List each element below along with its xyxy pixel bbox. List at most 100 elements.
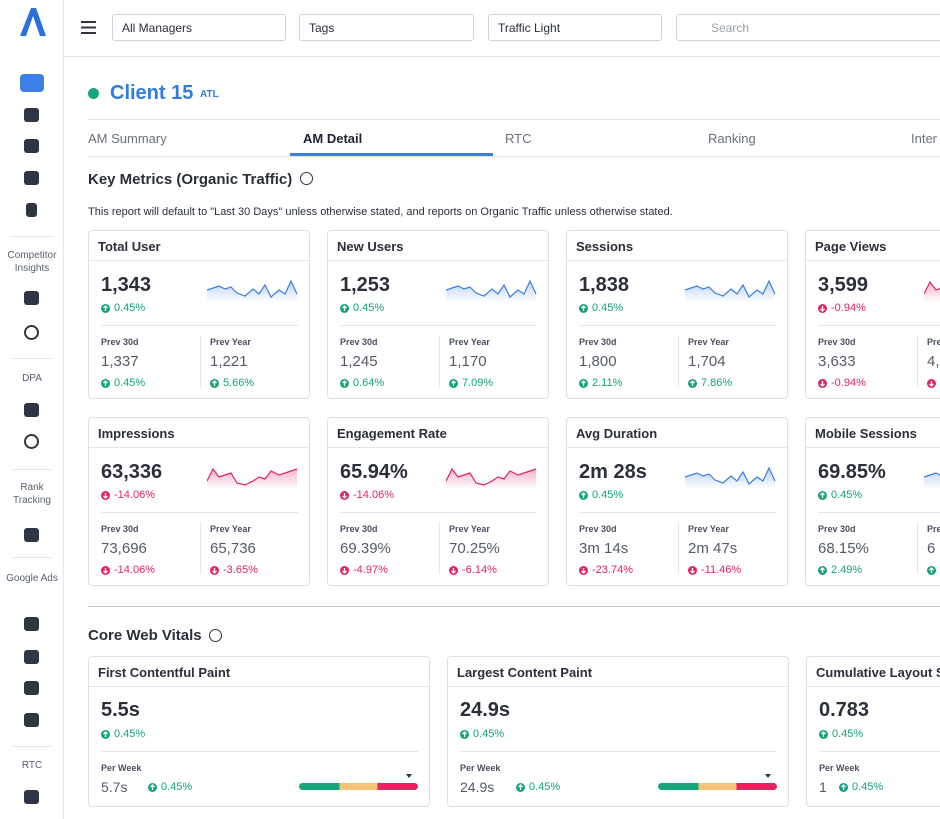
- column-divider: [917, 335, 918, 387]
- card-title: Sessions: [576, 239, 634, 254]
- trend-icon: [819, 730, 828, 739]
- sparkline: [446, 467, 537, 489]
- trend-icon: [101, 566, 110, 575]
- card-title: First Contentful Paint: [98, 665, 231, 680]
- filter-select[interactable]: Traffic Light: [488, 14, 662, 41]
- nav-icon[interactable]: [24, 617, 39, 631]
- change-value: 2.49%: [831, 564, 863, 576]
- compare-value: 1,245: [340, 353, 378, 370]
- client-code: ATL: [200, 89, 219, 100]
- filter-select[interactable]: All Managers: [112, 14, 286, 41]
- card-divider: [340, 325, 537, 326]
- trend-icon: [818, 491, 827, 500]
- nav-dashboard[interactable]: [20, 74, 44, 92]
- change-value: 0.45%: [592, 489, 624, 501]
- sparkline: [207, 467, 298, 489]
- compare-label: Prev 30d: [818, 524, 856, 534]
- compare-value: 68.15%: [818, 540, 869, 557]
- metric-value: 0.783: [819, 699, 870, 721]
- card-divider: [806, 447, 940, 448]
- nav-icon[interactable]: [24, 790, 39, 804]
- compare-value: 69.39%: [340, 540, 391, 557]
- section-label: RTC: [21, 760, 43, 771]
- nav-icon[interactable]: [24, 108, 39, 122]
- change-value: 0.45%: [353, 302, 385, 314]
- tab[interactable]: Inter: [911, 131, 938, 146]
- compare-value: 3,633: [818, 353, 856, 370]
- metric-value: 69.85%: [818, 461, 886, 483]
- logo: [20, 8, 46, 36]
- card-divider: [101, 751, 418, 752]
- compare-value: 73,696: [101, 540, 147, 557]
- change-value: 0.45%: [114, 302, 146, 314]
- status-pointer: [765, 774, 771, 778]
- change-value: -3.65%: [223, 564, 258, 576]
- change-value: 2.11%: [592, 377, 623, 389]
- compare-label: Prev 30d: [340, 337, 378, 347]
- nav-icon[interactable]: [26, 203, 37, 217]
- nav-icon[interactable]: [24, 434, 39, 449]
- change-value: 0.45%: [592, 302, 624, 314]
- metric-value: 1,838: [579, 274, 630, 296]
- trend-icon: [210, 379, 219, 388]
- change-value: 7.86%: [701, 377, 733, 389]
- nav-icon[interactable]: [24, 528, 39, 542]
- nav-icon[interactable]: [24, 291, 39, 305]
- trend-icon: [579, 491, 588, 500]
- change-value: -6.14%: [462, 564, 497, 576]
- trend-icon: [579, 379, 588, 388]
- status-pointer: [406, 774, 412, 778]
- compare-label: Prev Year: [449, 337, 490, 347]
- trend-icon: [688, 379, 697, 388]
- tab[interactable]: AM Summary: [88, 131, 167, 146]
- tab[interactable]: Ranking: [708, 131, 756, 146]
- info-icon[interactable]: [209, 629, 222, 642]
- nav-icon[interactable]: [24, 681, 39, 695]
- divider: [12, 746, 52, 747]
- trend-icon: [210, 566, 219, 575]
- nav-icon[interactable]: [24, 139, 39, 153]
- trend-icon: [340, 566, 349, 575]
- compare-label: Prev Year: [210, 524, 251, 534]
- trend-icon: [688, 566, 697, 575]
- compare-value: 3m 14s: [579, 540, 629, 557]
- nav-icon[interactable]: [24, 325, 39, 340]
- sidebar: Competitor Insights DPA Rank Tracking Go…: [0, 0, 64, 819]
- section-divider: [88, 606, 940, 607]
- divider: [88, 156, 940, 157]
- compare-label: Prev Year: [210, 337, 251, 347]
- tab[interactable]: AM Detail: [303, 131, 363, 146]
- trend-icon: [818, 566, 827, 575]
- trend-icon: [927, 566, 936, 575]
- compare-label: Prev Year: [688, 337, 729, 347]
- nav-icon[interactable]: [24, 713, 39, 727]
- nav-icon[interactable]: [24, 403, 39, 417]
- compare-label: Prev 30d: [818, 337, 856, 347]
- trend-icon: [148, 783, 157, 792]
- tab[interactable]: RTC: [505, 131, 532, 146]
- section-title: Core Web Vitals: [88, 627, 202, 644]
- card-title: Engagement Rate: [337, 426, 447, 441]
- sparkline: [685, 466, 776, 489]
- info-icon[interactable]: [300, 172, 313, 185]
- metric-value: 5.5s: [101, 699, 140, 721]
- metric-value: 1,253: [340, 274, 391, 296]
- menu-button[interactable]: [81, 21, 96, 34]
- change-value: 0.45%: [473, 728, 505, 740]
- change-value: -14.06%: [353, 489, 394, 501]
- change-value: 0.64%: [353, 377, 385, 389]
- nav-icon[interactable]: [24, 650, 39, 664]
- change-value: 0.45%: [831, 489, 863, 501]
- compare-value: 1,704: [688, 353, 726, 370]
- nav-icon[interactable]: [24, 171, 39, 185]
- section-label: DPA: [22, 373, 42, 384]
- card-divider: [448, 686, 788, 687]
- metric-card: New Users 1,253 0.45% Prev 30d 1,245 0.64% Pre…: [327, 230, 549, 399]
- card-divider: [806, 260, 940, 261]
- per-week-label: Per Week: [460, 763, 501, 773]
- search-input[interactable]: Search: [676, 14, 940, 41]
- filter-select[interactable]: Tags: [299, 14, 474, 41]
- card-divider: [818, 512, 940, 513]
- change-value: -23.74%: [592, 564, 633, 576]
- compare-value: 1,170: [449, 353, 487, 370]
